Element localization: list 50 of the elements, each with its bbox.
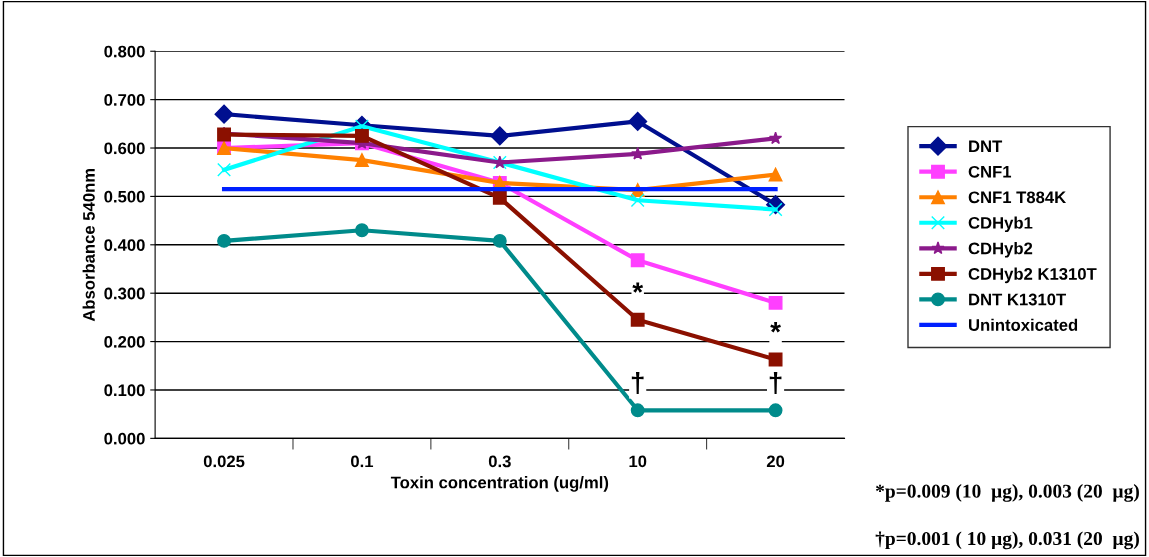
point [354,153,369,168]
point [768,131,783,145]
point [768,167,783,182]
point [492,190,507,205]
annotation: † [769,371,782,394]
point [630,403,645,418]
y-tick-label: 0.100 [104,384,145,397]
y-tick-label: 0.400 [104,239,145,251]
point [630,312,645,327]
x-axis-title: Toxin concentration (ug/ml) [390,476,609,492]
legend-label: CDHyb2 [968,242,1033,258]
point [214,104,234,124]
point [768,295,783,310]
y-tick-label: 0.200 [104,335,145,348]
legend-label: CNF1 [968,165,1012,178]
text: *p=0.009 (10 µg), 0.003 (20 µg) [875,484,1139,502]
point [217,162,232,177]
point [354,128,369,143]
legend-label: CDHyb2 K1310T [968,267,1097,284]
y-tick-label: 0.300 [104,287,145,300]
y-tick-label: 0.000 [104,432,145,445]
annotation: * [632,282,644,293]
point [768,352,783,367]
point [630,253,645,268]
x-tick-label: 0.1 [351,455,374,468]
y-tick-label: 0.600 [104,142,145,155]
x-tick-label: 0.025 [203,455,245,468]
x-tick-label: 10 [629,455,647,468]
point [631,146,645,160]
legend-label: Unintoxicated [969,318,1078,331]
point [768,403,783,418]
annotation: † [631,371,644,394]
point [628,111,648,131]
y-axis-title: Absorbance 540nm [82,168,95,322]
annotation: * [770,322,781,333]
legend-label: DNT K1310T [969,293,1066,306]
point [630,193,645,208]
legend-label: CDHyb1 [968,216,1033,233]
x-tick-label: 0.3 [488,455,511,468]
point [490,126,510,146]
point [492,233,507,248]
y-tick-label: 0.700 [104,94,145,106]
legend-label: CNF1 T884K [968,191,1067,204]
legend-label: DNT [969,140,1003,152]
point [217,233,232,248]
point [354,223,369,238]
y-tick-label: 0.800 [104,45,145,58]
text: †p=0.001 ( 10 µg), 0.031 (20 µg) [875,531,1139,550]
y-tick-label: 0.500 [104,190,145,203]
x-tick-label: 20 [766,455,785,468]
